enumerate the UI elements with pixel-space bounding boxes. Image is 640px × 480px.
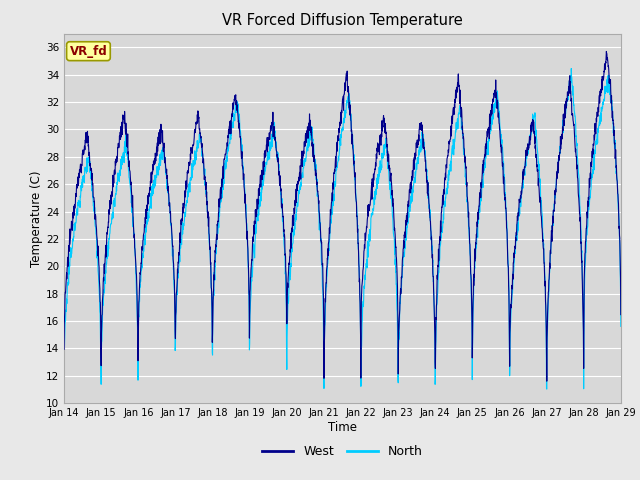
Legend: West, North: West, North (257, 441, 428, 464)
Y-axis label: Temperature (C): Temperature (C) (30, 170, 43, 267)
Text: VR_fd: VR_fd (70, 45, 108, 58)
Title: VR Forced Diffusion Temperature: VR Forced Diffusion Temperature (222, 13, 463, 28)
X-axis label: Time: Time (328, 421, 357, 434)
